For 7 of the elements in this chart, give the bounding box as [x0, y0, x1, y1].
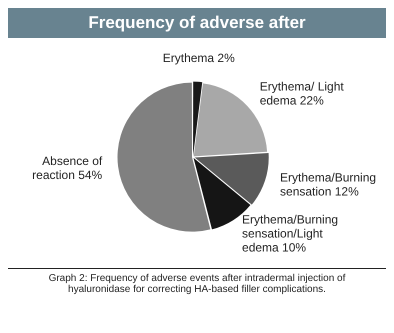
chart-title: Frequency of adverse after [8, 8, 386, 38]
slice-label: Absence of reaction 54% [32, 154, 103, 182]
slice-label: Erythema/ Light edema 22% [260, 80, 344, 108]
caption: Graph 2: Frequency of adverse events after intradermal injection of hyaluronidase for correcting HA-based filler complications. [48, 273, 346, 295]
slice-label: Erythema 2% [162, 50, 236, 65]
slice-label: Erythema/Burning sensation 12% [280, 170, 376, 199]
slice-label: Erythema/Burning sensation/Light edema 10% [242, 212, 338, 255]
